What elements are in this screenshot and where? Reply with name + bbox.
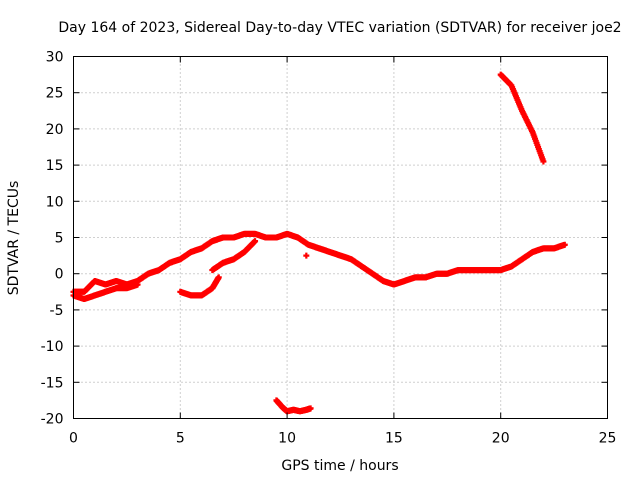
y-axis-label: SDTVAR / TECUs — [6, 181, 22, 296]
y-tick-label: 10 — [46, 194, 64, 210]
y-tick-label: -15 — [41, 375, 64, 391]
chart-title: Day 164 of 2023, Sidereal Day-to-day VTE… — [58, 20, 621, 36]
data-point — [540, 158, 547, 165]
y-tick-label: 15 — [46, 158, 64, 174]
x-tick-label: 0 — [69, 431, 78, 447]
series-negative-track — [273, 397, 314, 415]
data-point — [215, 274, 222, 281]
x-tick-label: 10 — [278, 431, 296, 447]
series-main-track — [70, 230, 568, 295]
series-isolated-point — [303, 252, 310, 259]
y-tick-label: 30 — [46, 50, 64, 66]
y-tick-label: 25 — [46, 86, 64, 102]
series-lower-band — [70, 281, 141, 303]
data-point — [303, 252, 310, 259]
x-tick-label: 5 — [176, 431, 185, 447]
data-layer — [70, 71, 568, 415]
y-tick-label: -10 — [41, 339, 64, 355]
y-tick-label: 5 — [55, 231, 64, 247]
series-high-track — [497, 71, 547, 165]
series-short-segment — [177, 274, 222, 299]
data-point — [252, 238, 259, 245]
y-tick-label: -5 — [50, 303, 64, 319]
y-tick-label: 0 — [55, 267, 64, 283]
ticks: 0 5 10 15 20 25 -20 -15 -10 -5 0 5 10 15 20 25 30 — [41, 50, 617, 447]
y-tick-label: 20 — [46, 122, 64, 138]
data-point — [561, 241, 568, 248]
x-tick-label: 25 — [599, 431, 617, 447]
y-tick-label: -20 — [41, 412, 64, 428]
x-tick-label: 20 — [492, 431, 510, 447]
grid — [73, 56, 608, 419]
x-tick-label: 15 — [385, 431, 403, 447]
data-point — [134, 281, 141, 288]
data-point — [307, 405, 314, 412]
series-mid-arc — [209, 238, 259, 274]
x-axis-label: GPS time / hours — [281, 458, 398, 474]
